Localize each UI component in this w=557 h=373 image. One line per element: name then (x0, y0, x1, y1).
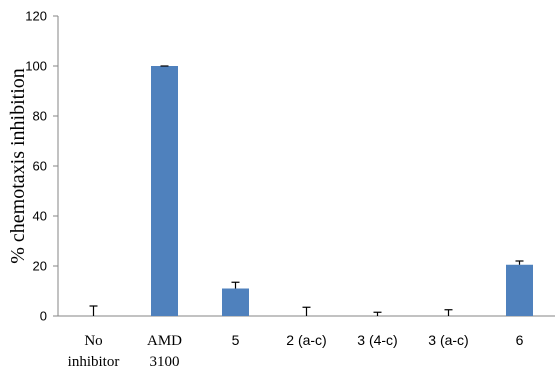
bar (506, 264, 533, 316)
x-category-label: inhibitor (68, 354, 120, 370)
x-category-label: 3100 (150, 354, 180, 370)
x-category-label: 6 (516, 332, 524, 348)
y-axis-label: % chemotaxis inhibition (7, 68, 29, 264)
x-category-label: AMD (147, 333, 182, 349)
y-tick-label: 60 (33, 159, 47, 174)
x-category-label: 5 (232, 332, 240, 348)
x-category-label: 2 (a-c) (286, 332, 326, 348)
bar (222, 288, 249, 316)
y-tick-label: 100 (25, 59, 47, 74)
y-tick-label: 20 (33, 259, 47, 274)
x-category-label: 3 (a-c) (428, 332, 468, 348)
x-category-label: 3 (4-c) (357, 332, 397, 348)
y-tick-label: 120 (25, 9, 47, 24)
bar (151, 66, 178, 316)
x-category-label: No (84, 333, 102, 349)
y-tick-label: 40 (33, 209, 47, 224)
y-tick-label: 0 (40, 309, 47, 324)
y-tick-label: 80 (33, 109, 47, 124)
